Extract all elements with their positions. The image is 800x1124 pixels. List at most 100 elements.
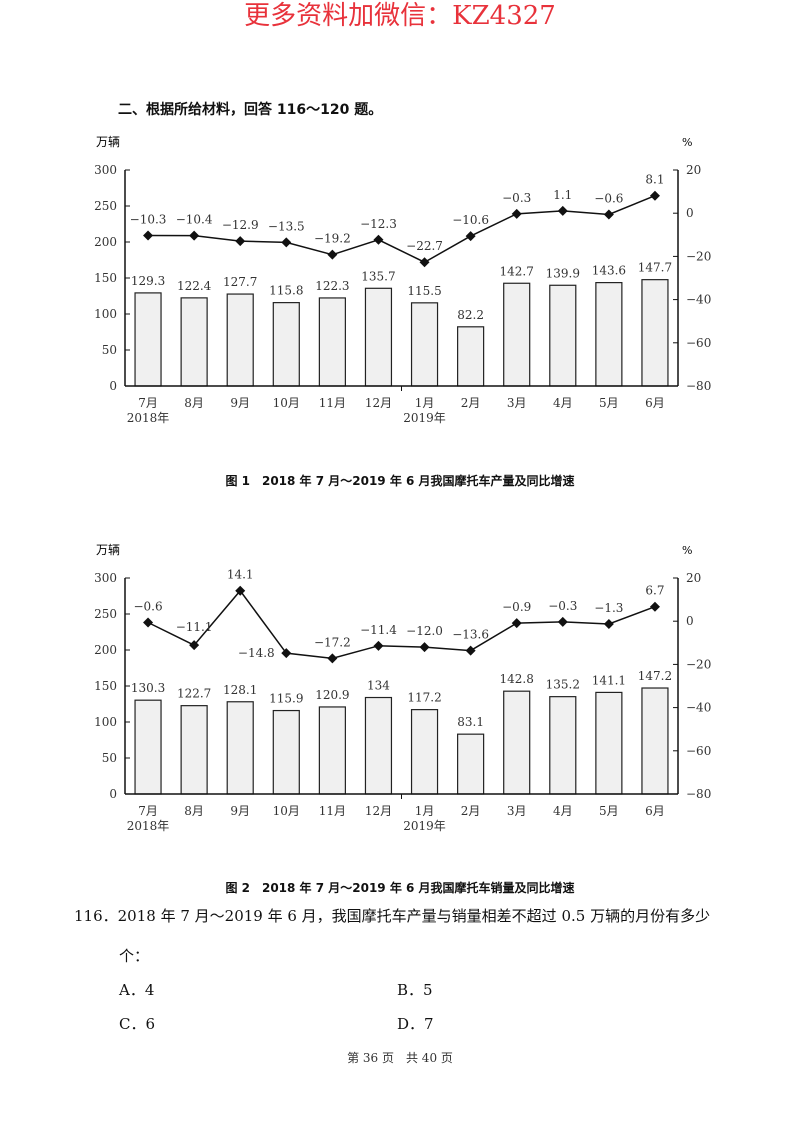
- growth-value-label: −10.3: [130, 212, 167, 226]
- growth-value-label: −12.3: [360, 217, 397, 231]
- diamond-marker-icon: [373, 640, 384, 651]
- left-axis-tick-label: 200: [94, 235, 117, 249]
- growth-value-label: −0.6: [594, 191, 623, 205]
- left-axis-unit: 万辆: [96, 135, 120, 149]
- question-number: 116．: [74, 907, 118, 925]
- page-footer: 第 36 页 共 40 页: [347, 1051, 453, 1065]
- right-axis-unit: %: [682, 544, 692, 557]
- x-axis-label: 8月: [184, 804, 204, 818]
- bar: [503, 690, 531, 795]
- right-axis-tick-label: 0: [686, 206, 694, 220]
- diamond-marker-icon: [511, 208, 522, 219]
- left-axis-tick-label: 150: [94, 679, 117, 693]
- bar-value-label: 130.3: [131, 681, 165, 695]
- left-axis-tick-label: 100: [94, 715, 117, 729]
- bar-value-label: 82.2: [457, 308, 484, 322]
- diamond-marker-icon: [281, 237, 292, 248]
- bar-value-label: 115.9: [269, 692, 303, 706]
- bar: [595, 691, 623, 795]
- diamond-marker-icon: [189, 230, 200, 241]
- left-axis-tick-label: 250: [94, 199, 117, 213]
- bar: [318, 706, 346, 795]
- option-c[interactable]: C．6: [119, 1015, 156, 1033]
- growth-value-label: −11.1: [176, 620, 213, 634]
- question-text: 2018 年 7 月～2019 年 6 月，我国摩托车产量与销量相差不超过 0.…: [117, 907, 711, 925]
- bar: [595, 282, 623, 387]
- right-axis-tick-label: −20: [686, 249, 711, 263]
- left-axis-tick-label: 200: [94, 643, 117, 657]
- bar-value-label: 115.8: [269, 284, 303, 298]
- bar-value-label: 83.1: [457, 715, 484, 729]
- left-axis-tick-label: 150: [94, 271, 117, 285]
- x-axis-label: 5月: [599, 396, 619, 410]
- bar-value-label: 115.5: [407, 284, 441, 298]
- left-axis-tick-label: 0: [109, 787, 117, 801]
- bar: [180, 297, 208, 387]
- x-axis-label: 7月: [138, 804, 158, 818]
- bar-value-label: 134: [367, 679, 390, 693]
- right-axis-tick-label: 20: [686, 163, 701, 177]
- diamond-marker-icon: [603, 209, 614, 220]
- growth-value-label: 14.1: [227, 568, 254, 582]
- bar-value-label: 127.7: [223, 275, 257, 289]
- growth-value-label: −12.0: [406, 624, 443, 638]
- growth-value-label: −0.3: [502, 191, 531, 205]
- x-axis-label: 9月: [230, 396, 250, 410]
- x-axis-label: 1月: [415, 396, 435, 410]
- bar: [457, 326, 485, 387]
- bar: [226, 293, 254, 387]
- option-b[interactable]: B．5: [397, 981, 433, 999]
- bar: [549, 284, 577, 387]
- x-axis-label: 6月: [645, 396, 665, 410]
- x-axis-label: 8月: [184, 396, 204, 410]
- bar-value-label: 122.7: [177, 687, 211, 701]
- growth-value-label: −0.6: [133, 599, 162, 613]
- figure-1-chart: 万辆% 129.3 122.4 127.7 115.8 122.3 135.7 115.5 82…: [0, 130, 800, 430]
- year-label: 2019年: [403, 411, 446, 425]
- figure-2-chart: 万辆% 130.3 122.7 128.1 115.9 120.9 134 117.2 83.1…: [0, 538, 800, 838]
- bar-value-label: 141.1: [592, 673, 626, 687]
- right-axis-tick-label: 20: [686, 571, 701, 585]
- option-a[interactable]: A．4: [119, 981, 155, 999]
- bar: [272, 709, 300, 795]
- diamond-marker-icon: [235, 236, 246, 247]
- bar: [134, 292, 162, 387]
- x-axis-label: 4月: [553, 804, 573, 818]
- right-axis-tick-label: −40: [686, 701, 711, 715]
- growth-value-label: −19.2: [314, 232, 351, 246]
- diamond-marker-icon: [649, 190, 660, 201]
- x-axis-label: 3月: [507, 804, 527, 818]
- bar: [364, 287, 393, 387]
- bar-value-label: 142.7: [500, 264, 534, 278]
- bar-value-label: 122.3: [315, 279, 349, 293]
- x-axis-label: 7月: [138, 396, 158, 410]
- growth-value-label: 1.1: [553, 188, 572, 202]
- x-axis-label: 1月: [415, 804, 435, 818]
- growth-line: [147, 589, 656, 660]
- x-axis-label: 12月: [365, 804, 392, 818]
- bar-value-label: 135.7: [361, 269, 395, 283]
- bar: [410, 709, 439, 795]
- bar: [457, 733, 485, 795]
- growth-value-label: −17.2: [314, 635, 351, 649]
- bar-value-label: 120.9: [315, 688, 349, 702]
- option-d[interactable]: D．7: [397, 1015, 434, 1033]
- left-axis-tick-label: 100: [94, 307, 117, 321]
- x-axis-label: 2月: [461, 804, 481, 818]
- bar-value-label: 143.6: [592, 264, 626, 278]
- x-axis-label: 3月: [507, 396, 527, 410]
- left-axis-tick-label: 50: [102, 343, 117, 357]
- right-axis-tick-label: −80: [686, 379, 711, 393]
- right-axis-tick-label: −60: [686, 744, 711, 758]
- growth-value-label: −0.9: [502, 600, 531, 614]
- bar: [318, 297, 346, 387]
- section-heading: 二、根据所给材料，回答 116～120 题。: [118, 102, 383, 118]
- x-axis-label: 9月: [230, 804, 250, 818]
- watermark-contact: 更多资料加微信：KZ4327: [244, 1, 556, 31]
- x-axis-label: 11月: [319, 396, 346, 410]
- left-axis-tick-label: 250: [94, 607, 117, 621]
- left-axis-tick-label: 50: [102, 751, 117, 765]
- growth-value-label: −13.5: [268, 219, 305, 233]
- question-116: 116．2018 年 7 月～2019 年 6 月，我国摩托车产量与销量相差不超…: [74, 906, 710, 926]
- diamond-marker-icon: [281, 648, 292, 659]
